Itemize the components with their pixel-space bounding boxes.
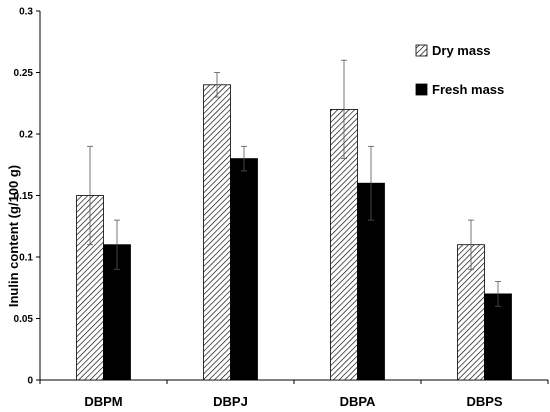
y-tick-label: 0 <box>27 376 33 387</box>
bar-fresh-mass-dbps <box>484 293 512 381</box>
y-tick-label: 0.05 <box>14 314 34 325</box>
x-category-label: DBPS <box>466 394 502 409</box>
legend-swatch-dry-mass <box>415 44 428 57</box>
y-axis-title: Inulin content (g/100 g) <box>6 165 21 307</box>
tick-labels: 0 0.05 0.1 0.15 0.2 0.25 0.3 DBPM DBPJ DBPA DBPS <box>14 7 503 410</box>
error-bar <box>468 219 474 270</box>
legend-label-fresh-mass: Fresh mass <box>432 82 504 97</box>
error-bars <box>87 59 501 307</box>
error-bar <box>341 59 347 160</box>
error-bar <box>368 145 374 221</box>
y-tick-label: 0.25 <box>14 68 34 79</box>
y-tick-label: 0.2 <box>19 130 33 141</box>
x-category-label: DBPJ <box>213 394 248 409</box>
bar-fresh-mass-dbpj <box>230 158 258 381</box>
bars <box>76 84 512 381</box>
y-tick-label: 0.15 <box>14 191 34 202</box>
error-bar <box>241 145 247 172</box>
legend: Dry mass Fresh mass <box>415 43 504 97</box>
bar-dry-mass-dbpj <box>203 84 231 381</box>
y-tick-label: 0.3 <box>19 7 33 18</box>
legend-label-dry-mass: Dry mass <box>432 43 491 58</box>
y-tick-label: 0.1 <box>19 253 33 264</box>
x-category-label: DBPM <box>84 394 122 409</box>
error-bar <box>87 145 93 246</box>
error-bar <box>495 281 501 307</box>
x-category-label: DBPA <box>340 394 376 409</box>
error-bar <box>214 72 220 98</box>
error-bar <box>114 219 120 270</box>
legend-swatch-fresh-mass <box>415 83 428 96</box>
